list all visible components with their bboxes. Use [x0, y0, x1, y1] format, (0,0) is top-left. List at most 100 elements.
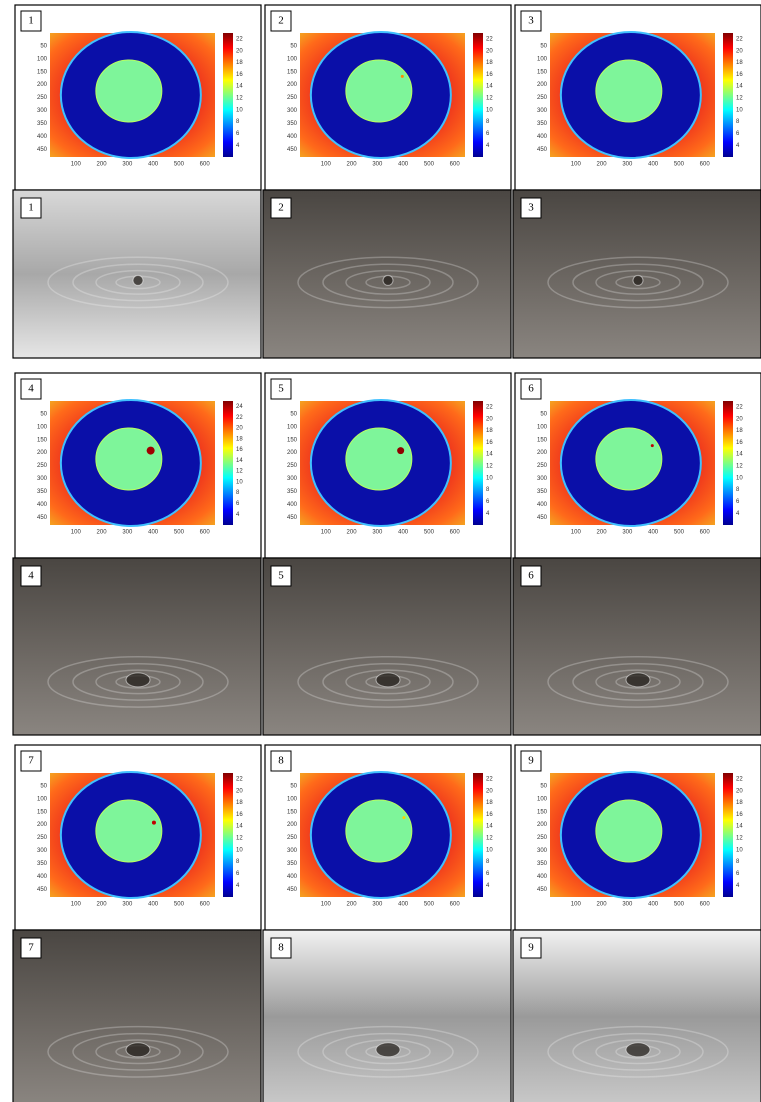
y-tick-label: 200	[537, 822, 548, 828]
colorbar-tick-label: 10	[736, 475, 743, 481]
y-tick-label: 100	[287, 56, 298, 62]
colorbar	[223, 33, 233, 157]
y-tick-label: 100	[37, 796, 48, 802]
colorbar-tick-label: 22	[736, 776, 743, 782]
y-tick-label: 100	[537, 56, 548, 62]
colorbar-tick-label: 22	[236, 415, 243, 421]
y-tick-label: 250	[37, 835, 48, 841]
x-tick-label: 500	[424, 902, 435, 908]
heatmap-label: 4	[28, 383, 34, 395]
y-tick-label: 300	[537, 476, 548, 482]
y-tick-label: 150	[287, 809, 298, 815]
x-tick-label: 500	[424, 162, 435, 168]
colorbar-tick-label: 20	[236, 48, 243, 54]
colorbar-tick-label: 20	[486, 48, 493, 54]
y-tick-label: 450	[37, 147, 48, 153]
x-tick-label: 400	[648, 162, 659, 168]
y-tick-label: 50	[290, 783, 297, 789]
colorbar-tick-label: 18	[236, 436, 243, 442]
heatmap-label: 8	[278, 755, 284, 767]
colorbar-tick-label: 12	[736, 464, 743, 470]
y-tick-label: 150	[287, 437, 298, 443]
y-tick-label: 350	[287, 861, 298, 867]
x-tick-label: 200	[347, 530, 358, 536]
y-tick-label: 250	[287, 463, 298, 469]
colorbar-tick-label: 10	[486, 847, 493, 853]
photo	[13, 558, 261, 735]
inner-disk	[346, 60, 412, 122]
y-tick-label: 400	[37, 502, 48, 508]
x-tick-label: 200	[97, 162, 108, 168]
y-tick-label: 450	[537, 147, 548, 153]
y-tick-label: 450	[537, 515, 548, 521]
y-tick-label: 400	[287, 502, 298, 508]
y-tick-label: 150	[537, 69, 548, 75]
x-tick-label: 400	[648, 902, 659, 908]
hot-spot	[651, 444, 654, 447]
colorbar	[723, 33, 733, 157]
x-tick-label: 100	[71, 902, 82, 908]
figure: 1501001502002503003504004501002003004005…	[0, 0, 761, 1102]
inner-disk	[346, 428, 412, 490]
heatmap-label: 2	[278, 15, 284, 27]
colorbar-tick-label: 12	[236, 469, 243, 475]
photo-label: 6	[528, 570, 534, 582]
y-tick-label: 200	[37, 822, 48, 828]
inner-disk	[346, 800, 412, 862]
y-tick-label: 50	[40, 411, 47, 417]
droplet	[376, 1043, 400, 1057]
colorbar-tick-label: 22	[736, 36, 743, 42]
droplet	[383, 275, 393, 285]
colorbar-tick-label: 18	[486, 60, 493, 66]
colorbar-tick-label: 12	[486, 464, 493, 470]
y-tick-label: 50	[40, 43, 47, 49]
hot-spot	[402, 816, 405, 819]
colorbar-tick-label: 10	[486, 475, 493, 481]
y-tick-label: 350	[537, 861, 548, 867]
colorbar-tick-label: 20	[236, 788, 243, 794]
colorbar-tick-label: 24	[236, 404, 243, 410]
heatmap-label: 6	[528, 383, 534, 395]
y-tick-label: 100	[537, 796, 548, 802]
panel: 4501001502002503003504004501002003004005…	[13, 373, 261, 735]
y-tick-label: 300	[537, 848, 548, 854]
y-tick-label: 350	[537, 489, 548, 495]
y-tick-label: 350	[37, 489, 48, 495]
droplet	[633, 275, 643, 285]
heatmap-label: 5	[278, 383, 284, 395]
colorbar-tick-label: 18	[236, 60, 243, 66]
colorbar	[723, 773, 733, 897]
x-tick-label: 300	[122, 902, 133, 908]
heatmap-label: 9	[528, 755, 534, 767]
colorbar-tick-label: 12	[486, 96, 493, 102]
x-tick-label: 600	[200, 162, 211, 168]
x-tick-label: 400	[398, 902, 409, 908]
y-tick-label: 50	[540, 43, 547, 49]
photo	[513, 930, 761, 1102]
y-tick-label: 450	[537, 887, 548, 893]
x-tick-label: 100	[321, 902, 332, 908]
inner-disk	[596, 800, 662, 862]
colorbar-tick-label: 22	[236, 36, 243, 42]
x-tick-label: 300	[622, 530, 633, 536]
colorbar-tick-label: 14	[486, 824, 493, 830]
photo-label: 9	[528, 942, 534, 954]
y-tick-label: 150	[37, 69, 48, 75]
y-tick-label: 200	[287, 450, 298, 456]
colorbar-tick-label: 16	[236, 447, 243, 453]
y-tick-label: 100	[37, 424, 48, 430]
x-tick-label: 300	[122, 162, 133, 168]
photo	[513, 558, 761, 735]
x-tick-label: 400	[148, 162, 159, 168]
photo	[263, 930, 511, 1102]
x-tick-label: 100	[571, 902, 582, 908]
colorbar-tick-label: 22	[486, 776, 493, 782]
x-tick-label: 400	[398, 162, 409, 168]
x-tick-label: 400	[398, 530, 409, 536]
y-tick-label: 50	[540, 783, 547, 789]
y-tick-label: 250	[37, 95, 48, 101]
colorbar-tick-label: 10	[236, 847, 243, 853]
y-tick-label: 200	[37, 82, 48, 88]
